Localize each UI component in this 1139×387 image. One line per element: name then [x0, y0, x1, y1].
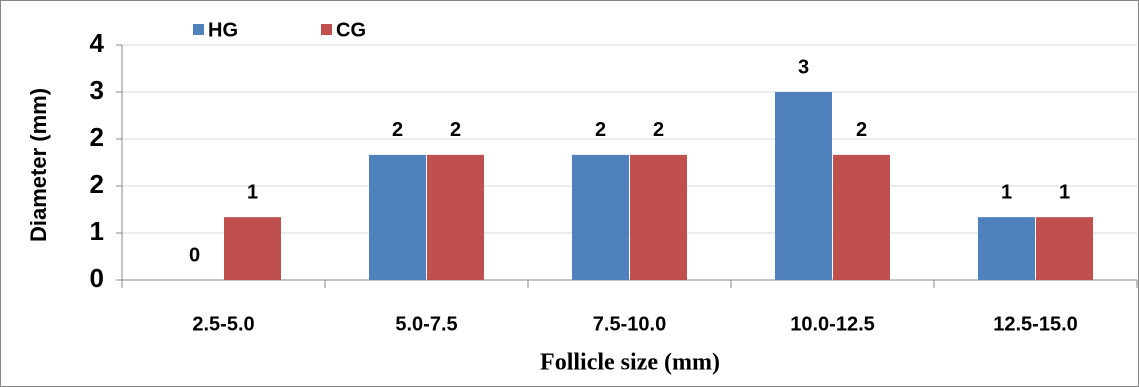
bar	[427, 154, 484, 280]
bar	[369, 154, 426, 280]
x-tick-label: 10.0-12.5	[790, 313, 875, 335]
x-tick-label: 5.0-7.5	[395, 313, 457, 335]
bar	[630, 154, 687, 280]
value-label: 2	[392, 119, 403, 141]
y-tick-label: 1	[90, 216, 104, 246]
value-label: 2	[450, 119, 461, 141]
bar	[978, 217, 1035, 280]
legend-label: CG	[336, 19, 366, 41]
legend-label: HG	[208, 19, 238, 41]
bar	[1036, 217, 1093, 280]
legend-swatch	[321, 24, 332, 35]
value-label: 1	[1059, 181, 1070, 203]
value-label: 0	[189, 244, 200, 266]
y-tick-label: 4	[90, 28, 105, 58]
value-label: 2	[653, 119, 664, 141]
y-tick-label: 0	[90, 263, 104, 293]
y-tick-label: 3	[90, 75, 104, 105]
x-axis-title: Follicle size (mm)	[540, 350, 720, 376]
bar	[572, 154, 629, 280]
bar	[833, 154, 890, 280]
y-tick-label: 2	[90, 122, 104, 152]
x-tick-label: 2.5-5.0	[192, 313, 254, 335]
y-axis-title: Diameter (mm)	[26, 88, 51, 242]
y-tick-label: 2	[90, 169, 104, 199]
bar	[775, 92, 832, 280]
x-tick-label: 7.5-10.0	[593, 313, 666, 335]
x-tick-label: 12.5-15.0	[993, 313, 1078, 335]
value-label: 1	[247, 181, 258, 203]
value-label: 2	[856, 119, 867, 141]
bar	[224, 217, 281, 280]
value-label: 1	[1001, 181, 1012, 203]
value-label: 2	[595, 119, 606, 141]
legend-swatch	[193, 24, 204, 35]
value-label: 3	[798, 56, 809, 78]
